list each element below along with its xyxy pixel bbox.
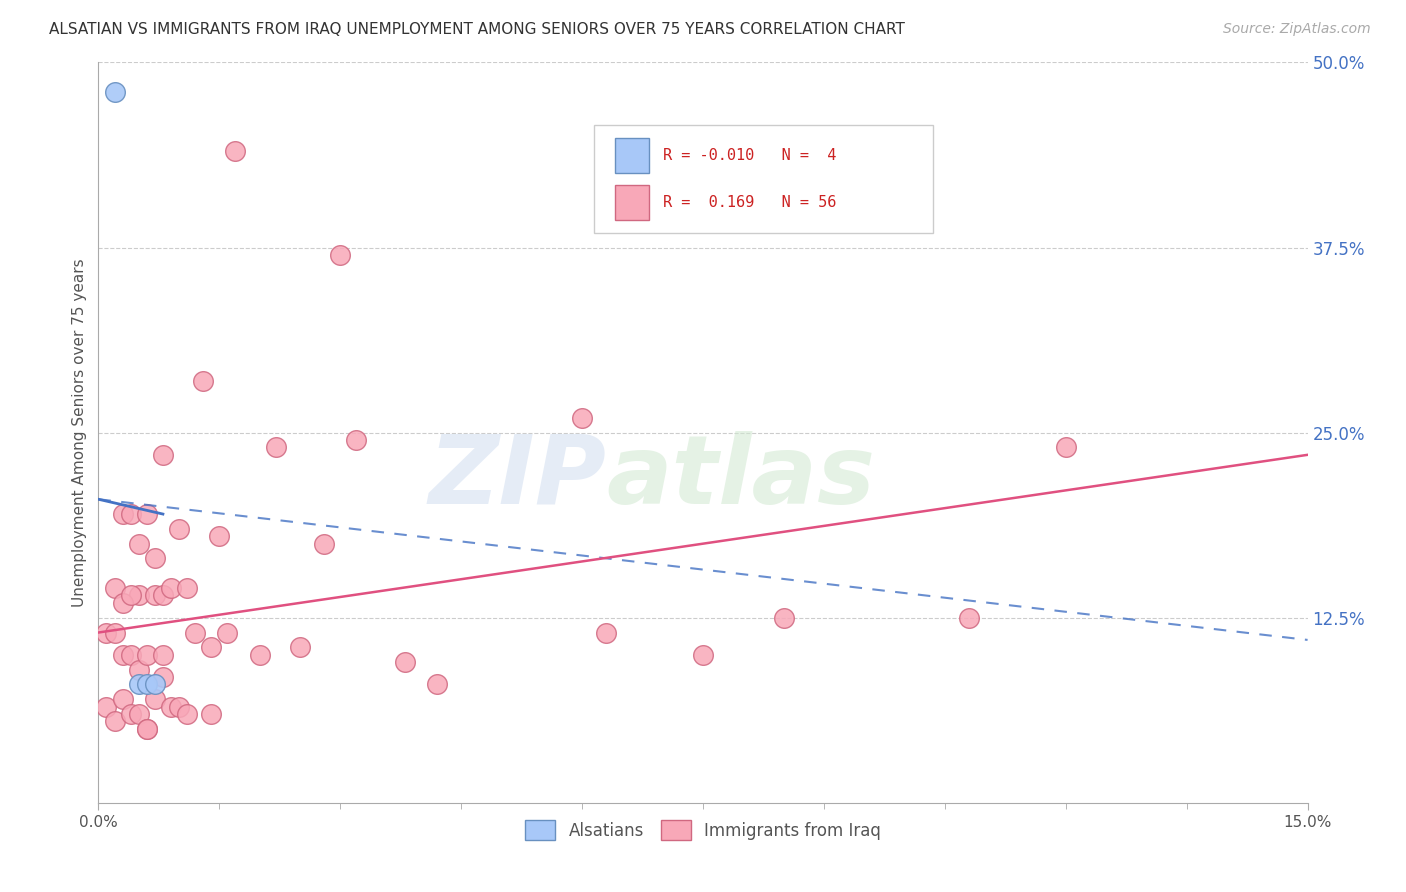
- Point: [264, 441, 287, 455]
- Point: [143, 677, 166, 691]
- Point: [135, 648, 157, 662]
- Point: [103, 85, 125, 99]
- Point: [120, 507, 142, 521]
- Point: [288, 640, 311, 655]
- Point: [135, 677, 157, 691]
- Point: [135, 507, 157, 521]
- Point: [128, 706, 150, 721]
- Text: ZIP: ZIP: [429, 431, 606, 524]
- Point: [160, 699, 183, 714]
- Point: [217, 625, 239, 640]
- Point: [193, 374, 215, 388]
- Bar: [614, 185, 648, 220]
- Point: [344, 433, 367, 447]
- Text: Source: ZipAtlas.com: Source: ZipAtlas.com: [1223, 22, 1371, 37]
- Point: [772, 610, 794, 624]
- Point: [152, 648, 174, 662]
- Point: [103, 581, 125, 595]
- Point: [143, 589, 166, 603]
- Point: [208, 529, 231, 543]
- Text: R =  0.169   N = 56: R = 0.169 N = 56: [664, 194, 837, 210]
- Point: [120, 589, 142, 603]
- Point: [1054, 441, 1077, 455]
- Point: [314, 536, 336, 550]
- Point: [120, 706, 142, 721]
- Point: [176, 581, 198, 595]
- Point: [120, 648, 142, 662]
- Text: R = -0.010   N =  4: R = -0.010 N = 4: [664, 148, 837, 163]
- Point: [249, 648, 271, 662]
- Point: [595, 625, 617, 640]
- Point: [167, 522, 190, 536]
- Point: [128, 536, 150, 550]
- Point: [111, 507, 134, 521]
- Bar: [614, 138, 648, 173]
- Point: [111, 648, 134, 662]
- Point: [135, 722, 157, 736]
- Point: [224, 145, 246, 159]
- Point: [176, 706, 198, 721]
- Point: [692, 648, 714, 662]
- Y-axis label: Unemployment Among Seniors over 75 years: Unemployment Among Seniors over 75 years: [72, 259, 87, 607]
- Point: [160, 581, 183, 595]
- Point: [143, 551, 166, 566]
- Text: ALSATIAN VS IMMIGRANTS FROM IRAQ UNEMPLOYMENT AMONG SENIORS OVER 75 YEARS CORREL: ALSATIAN VS IMMIGRANTS FROM IRAQ UNEMPLO…: [49, 22, 905, 37]
- Point: [96, 625, 118, 640]
- Point: [152, 589, 174, 603]
- Point: [96, 699, 118, 714]
- Point: [394, 655, 416, 669]
- Point: [329, 248, 352, 262]
- Point: [135, 722, 157, 736]
- Point: [103, 714, 125, 729]
- Point: [152, 448, 174, 462]
- Legend: Alsatians, Immigrants from Iraq: Alsatians, Immigrants from Iraq: [519, 814, 887, 847]
- Point: [111, 596, 134, 610]
- Point: [143, 692, 166, 706]
- Point: [571, 410, 593, 425]
- Point: [128, 663, 150, 677]
- Point: [152, 670, 174, 684]
- Point: [200, 706, 222, 721]
- Text: atlas: atlas: [606, 431, 876, 524]
- Point: [128, 589, 150, 603]
- Point: [128, 677, 150, 691]
- Point: [184, 625, 207, 640]
- Point: [957, 610, 980, 624]
- FancyBboxPatch shape: [595, 126, 932, 233]
- Point: [103, 625, 125, 640]
- Point: [111, 692, 134, 706]
- Point: [200, 640, 222, 655]
- Point: [167, 699, 190, 714]
- Point: [426, 677, 449, 691]
